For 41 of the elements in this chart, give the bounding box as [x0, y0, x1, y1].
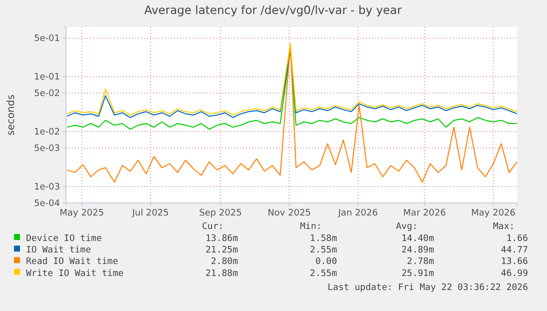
y-axis-title: seconds	[6, 94, 17, 136]
y-tick-label: 5e-03	[34, 144, 60, 154]
y-tick-label: 1e-02	[34, 127, 60, 138]
text: 13.66	[500, 257, 528, 268]
text: 21.88m	[205, 268, 238, 279]
y-tick-label: 5e-01	[34, 34, 60, 44]
text: 44.77	[500, 246, 528, 256]
chart-title: Average latency for /dev/vg0/lv-var - by year	[144, 3, 402, 17]
x-tick-label: May 2025	[60, 208, 104, 218]
text: 1.58m	[310, 234, 337, 244]
text: 13.86m	[205, 234, 238, 244]
text: Cur:	[202, 222, 224, 232]
legend-label: Write IO Wait time	[26, 268, 124, 279]
text: 21.25m	[205, 246, 238, 256]
x-tick-label: Sep 2025	[199, 208, 242, 218]
text: 1.66	[506, 234, 528, 244]
text: 2.78m	[406, 257, 434, 268]
text: 14.40m	[401, 234, 434, 244]
y-tick-label: 1e-01	[34, 72, 60, 82]
y-tick-label: 1e-03	[34, 182, 60, 192]
text: Last update: Fri May 22 03:36:22 2026	[328, 283, 528, 293]
text: 24.89m	[401, 246, 434, 256]
text: 0.00	[315, 257, 337, 268]
y-tick-label: 5e-04	[34, 198, 60, 209]
text: 2.80m	[210, 257, 238, 268]
legend-label: IO Wait time	[26, 246, 92, 256]
y-tick-label: 5e-02	[34, 89, 60, 100]
text: 2.55m	[310, 268, 337, 279]
text: Min:	[300, 222, 322, 232]
text: Max:	[493, 222, 515, 232]
x-tick-label: Jan 2026	[337, 208, 378, 218]
x-tick-label: May 2026	[471, 208, 516, 218]
x-tick-label: Mar 2026	[403, 208, 446, 218]
x-tick-label: Nov 2025	[268, 208, 311, 218]
legend-label: Read IO Wait time	[26, 257, 118, 268]
legend-label: Device IO time	[26, 234, 102, 244]
x-tick-label: Jul 2025	[131, 208, 169, 218]
text: 25.91m	[401, 268, 434, 279]
text: 46.99	[500, 268, 528, 279]
text: 2.55m	[310, 246, 337, 256]
text: Avg:	[396, 222, 418, 232]
